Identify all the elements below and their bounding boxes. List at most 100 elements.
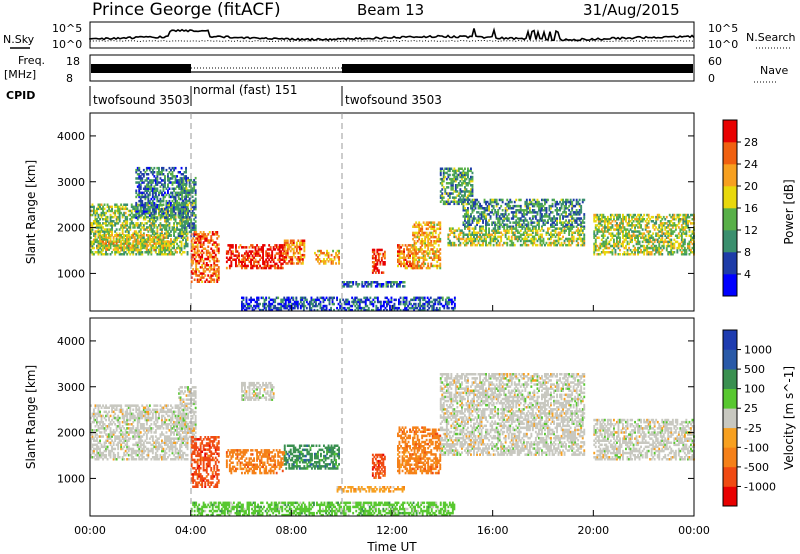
heatmap-cell	[153, 171, 156, 174]
heatmap-cell	[482, 227, 484, 230]
heatmap-cell	[298, 260, 301, 263]
heatmap-cell	[171, 213, 174, 217]
heatmap-cell	[123, 244, 126, 248]
heatmap-cell	[171, 187, 174, 190]
heatmap-cell	[580, 211, 583, 214]
heatmap-cell	[193, 207, 196, 211]
heatmap-cell	[177, 222, 180, 225]
heatmap-cell	[182, 224, 185, 227]
heatmap-cell	[156, 216, 159, 219]
heatmap-cell	[139, 232, 142, 235]
heatmap-cell	[185, 191, 187, 195]
heatmap-cell	[495, 217, 498, 220]
heatmap-cell	[156, 175, 159, 178]
heatmap-cell	[168, 232, 171, 235]
heatmap-cell	[489, 233, 492, 236]
heatmap-cell	[256, 244, 258, 247]
heatmap-cell	[473, 235, 475, 239]
heatmap-cell	[609, 213, 612, 217]
heatmap-cell	[613, 244, 615, 248]
heatmap-cell	[162, 168, 165, 172]
heatmap-cell	[102, 211, 104, 215]
heatmap-cell	[559, 237, 561, 241]
heatmap-cell	[150, 187, 153, 190]
heatmap-cell	[141, 238, 144, 242]
heatmap-cell	[427, 262, 430, 266]
heatmap-cell	[454, 190, 457, 193]
heatmap-cell	[451, 231, 454, 234]
heatmap-cell	[106, 224, 109, 227]
heatmap-cell	[462, 173, 465, 177]
heatmap-cell	[150, 251, 153, 254]
heatmap-cell	[491, 209, 494, 212]
heatmap-cell	[205, 239, 208, 242]
heatmap-cell	[164, 242, 166, 245]
heatmap-cell	[436, 237, 439, 241]
heatmap-cell	[168, 203, 171, 206]
heatmap-cell	[108, 232, 110, 235]
heatmap-cell	[569, 239, 572, 243]
heatmap-cell	[144, 215, 147, 219]
heatmap-cell	[436, 227, 439, 231]
heatmap-cell	[482, 225, 484, 228]
heatmap-cell	[156, 236, 159, 239]
heatmap-cell	[464, 192, 466, 195]
heatmap-cell	[578, 213, 581, 216]
heatmap-cell	[161, 244, 163, 247]
heatmap-cell	[176, 238, 178, 242]
heatmap-cell	[646, 244, 649, 248]
heatmap-cell	[144, 228, 147, 231]
heatmap-cell	[603, 242, 606, 246]
heatmap-cell	[154, 246, 157, 249]
heatmap-cell	[244, 266, 246, 270]
heatmap-cell	[208, 251, 211, 255]
heatmap-cell	[156, 218, 159, 221]
heatmap-cell	[151, 236, 154, 239]
heatmap-cell	[142, 173, 145, 176]
heatmap-cell	[183, 210, 186, 213]
heatmap-cell	[683, 213, 686, 217]
heatmap-cell	[136, 236, 139, 239]
heatmap-cell	[190, 220, 193, 223]
heatmap-cell	[450, 167, 453, 170]
heatmap-cell	[199, 243, 202, 246]
heatmap-cell	[124, 242, 127, 245]
heatmap-cell	[400, 256, 402, 259]
heatmap-cell	[165, 220, 168, 223]
heatmap-cell	[121, 222, 124, 225]
heatmap-cell	[664, 232, 667, 235]
heatmap-cell	[465, 198, 468, 202]
heatmap-cell	[148, 187, 151, 190]
heatmap-cell	[470, 184, 472, 187]
heatmap-cell	[150, 253, 153, 256]
heatmap-cell	[422, 252, 425, 255]
heatmap-cell	[136, 246, 139, 250]
heatmap-cell	[616, 215, 618, 219]
heatmap-cell	[118, 236, 121, 239]
heatmap-cell	[547, 227, 549, 230]
heatmap-cell	[150, 166, 153, 170]
heatmap-cell	[418, 235, 421, 239]
heatmap-cell	[135, 246, 138, 250]
heatmap-cell	[147, 197, 150, 201]
heatmap-cell	[510, 225, 513, 228]
heatmap-cell	[506, 209, 509, 212]
heatmap-cell	[433, 258, 436, 261]
heatmap-cell	[441, 194, 444, 197]
heatmap-cell	[410, 266, 413, 270]
heatmap-cell	[147, 234, 150, 237]
heatmap-cell	[191, 228, 194, 231]
heatmap-cell	[536, 219, 539, 222]
heatmap-cell	[253, 264, 255, 268]
heatmap-cell	[635, 224, 638, 227]
heatmap-cell	[117, 215, 120, 219]
heatmap-cell	[433, 223, 436, 226]
heatmap-cell	[182, 232, 184, 235]
heatmap-cell	[171, 183, 174, 186]
heatmap-cell	[447, 198, 450, 201]
heatmap-cell	[109, 236, 112, 239]
heatmap-cell	[187, 199, 189, 203]
heatmap-cell	[301, 253, 304, 257]
heatmap-cell	[288, 256, 291, 259]
heatmap-cell	[136, 251, 139, 254]
